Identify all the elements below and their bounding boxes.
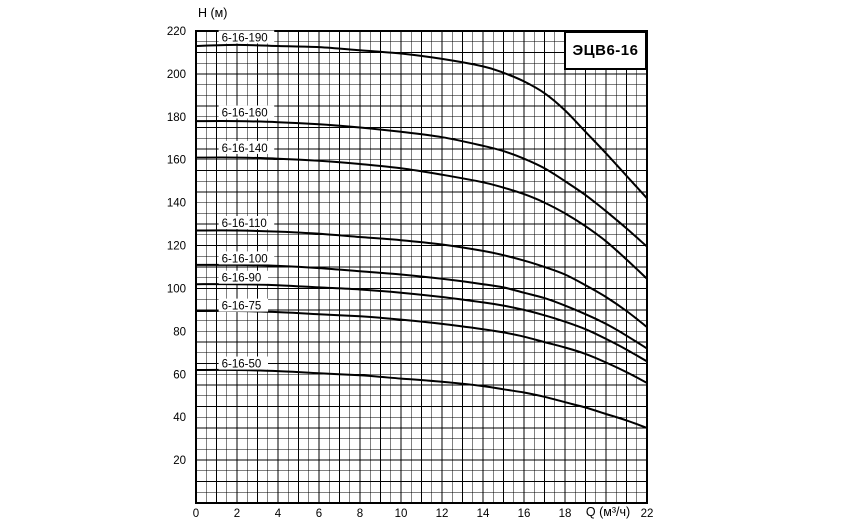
x-tick-label: 16 — [518, 508, 531, 520]
y-tick-label: 220 — [167, 26, 186, 38]
curve-label-mask — [218, 216, 275, 230]
y-tick-label: 60 — [173, 369, 186, 381]
curve-label-6-16-50: 6-16-50 — [222, 359, 262, 371]
pump-curve-6-16-90 — [195, 283, 648, 363]
x-tick-label: 8 — [357, 508, 363, 520]
grid — [195, 30, 648, 504]
curve-label-6-16-100: 6-16-100 — [222, 253, 268, 265]
y-tick-label: 160 — [167, 155, 186, 167]
x-tick-label: 10 — [395, 508, 408, 520]
y-tick-label: 180 — [167, 112, 186, 124]
pump-curve-6-16-140 — [195, 156, 648, 280]
curve-label-mask — [218, 298, 269, 312]
curve-label-6-16-90: 6-16-90 — [222, 273, 262, 285]
x-tick-label: 4 — [275, 508, 282, 520]
curve-label-mask — [218, 140, 275, 154]
pump-curve-6-16-100 — [195, 263, 648, 350]
x-tick-label: 0 — [193, 508, 199, 520]
y-tick-label: 40 — [173, 412, 186, 424]
plot-border — [195, 30, 648, 504]
x-tick-label: 14 — [477, 508, 490, 520]
pump-curve-6-16-50 — [195, 368, 648, 429]
chart-title-box: ЭЦВ6-16 — [564, 31, 647, 70]
curve-label-6-16-190: 6-16-190 — [222, 32, 268, 44]
y-tick-label: 100 — [167, 283, 186, 295]
y-tick-label: 200 — [167, 69, 186, 81]
pump-curve-6-16-190 — [195, 43, 648, 200]
chart-title: ЭЦВ6-16 — [572, 42, 639, 59]
x-axis-title: Q (м³/ч) — [585, 505, 631, 519]
x-tick-label: 18 — [559, 508, 572, 520]
curve-label-6-16-140: 6-16-140 — [222, 143, 268, 155]
curve-label-6-16-110: 6-16-110 — [222, 218, 267, 230]
curve-label-6-16-75: 6-16-75 — [222, 301, 262, 313]
curve-label-mask — [218, 270, 269, 284]
curve-label-mask — [218, 30, 275, 44]
curve-label-mask — [218, 251, 275, 265]
pump-curve-6-16-110 — [195, 229, 648, 329]
curve-label-mask — [218, 105, 275, 119]
curve-label-6-16-160: 6-16-160 — [222, 108, 268, 120]
pump-curve-6-16-160 — [195, 120, 648, 248]
x-tick-label: 12 — [436, 508, 449, 520]
y-axis-title: H (м) — [198, 6, 228, 20]
y-tick-label: 140 — [167, 198, 186, 210]
x-tick-label: 2 — [234, 508, 240, 520]
y-tick-label: 120 — [167, 241, 186, 253]
pump-curve-6-16-75 — [195, 309, 648, 384]
x-tick-label: 22 — [641, 508, 654, 520]
curve-label-mask — [218, 356, 269, 370]
y-tick-label: 80 — [173, 326, 186, 338]
x-tick-label: 6 — [316, 508, 322, 520]
y-tick-label: 20 — [173, 455, 186, 467]
